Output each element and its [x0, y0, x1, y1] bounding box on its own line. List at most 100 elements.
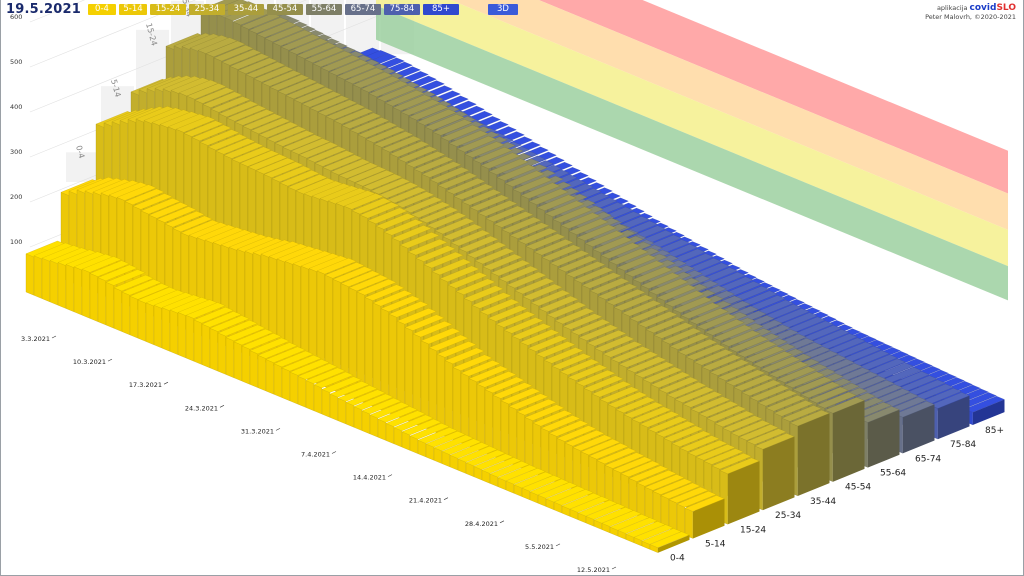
bar-top: [340, 270, 381, 287]
bar-top: [532, 410, 573, 427]
bar-top: [234, 109, 275, 126]
bar-top: [533, 239, 574, 256]
legend-item-5-14[interactable]: 5-14: [119, 4, 147, 15]
legend-item-45-54[interactable]: 45-54: [267, 4, 303, 15]
bar-top: [287, 174, 328, 191]
bar-top: [397, 146, 438, 163]
bar: [377, 418, 386, 441]
bar-top: [652, 478, 693, 495]
bar-top: [565, 261, 606, 278]
bar-top: [504, 170, 545, 187]
bar-top: [529, 478, 570, 496]
bar-top: [281, 354, 322, 372]
legend-item-55-64[interactable]: 55-64: [306, 4, 342, 15]
legend-item-25-34[interactable]: 25-34: [189, 4, 225, 15]
bar-top: [482, 253, 523, 271]
bar-top: [362, 173, 403, 191]
bar-top: [461, 189, 502, 206]
bar-top: [649, 531, 690, 548]
bar-top: [505, 468, 546, 485]
bar-top: [256, 21, 297, 38]
legend-item-0-4[interactable]: 0-4: [88, 4, 116, 15]
depth-label-5-14: 5-14: [705, 540, 726, 550]
bar-top: [677, 338, 718, 356]
bar-top: [530, 289, 571, 307]
bar: [217, 332, 226, 375]
bar: [73, 266, 82, 316]
bar-top: [548, 420, 589, 437]
bar-top: [442, 223, 483, 241]
bar-top: [562, 313, 603, 330]
bar-end-cap: [938, 395, 970, 440]
bar-top: [389, 140, 430, 158]
bar-top: [602, 341, 643, 358]
bar-top: [604, 452, 645, 469]
legend-item-35-44[interactable]: 35-44: [228, 4, 264, 15]
bar-top: [378, 182, 419, 199]
bar-top: [728, 335, 769, 353]
x-tick-label: 5.5.2021: [525, 543, 554, 551]
bar-top: [521, 475, 562, 492]
depth-label-65-74: 65-74: [915, 454, 941, 464]
bar-top: [487, 305, 528, 322]
bar-top: [620, 460, 661, 478]
bar-top: [730, 420, 771, 437]
bar-top: [719, 457, 760, 474]
bar-top: [610, 346, 651, 363]
bar-top: [509, 222, 550, 239]
bar-top: [329, 381, 370, 398]
x-tick-label: 3.3.2021: [21, 335, 50, 343]
bar-top: [434, 217, 475, 235]
bar-top: [314, 150, 355, 167]
bar-top: [164, 211, 205, 228]
x-tick-mark: [331, 451, 337, 454]
bar-top: [640, 272, 681, 289]
bar-top: [428, 334, 469, 352]
bar-top: [519, 329, 560, 346]
credits-author: Peter Malovrh, ©2020-2021: [925, 13, 1016, 21]
bar-top: [377, 406, 418, 423]
bar-top: [552, 206, 593, 223]
bar-top: [456, 135, 497, 153]
bar-top: [346, 166, 387, 183]
bar-top: [687, 439, 728, 457]
bar-top: [578, 324, 619, 341]
bar-top: [741, 379, 782, 397]
bar-top: [245, 61, 286, 79]
bar-top: [570, 318, 611, 336]
x-tick-mark: [443, 497, 449, 500]
legend-item-65-74[interactable]: 65-74: [345, 4, 381, 15]
bar-top: [421, 161, 462, 178]
bar-top: [436, 341, 477, 358]
legend-item-85plus[interactable]: 85+: [423, 4, 459, 15]
bar-top: [380, 295, 421, 312]
bar-top: [616, 254, 657, 271]
bar-top: [321, 376, 362, 393]
bar-top: [680, 302, 721, 319]
bar-top: [325, 103, 366, 121]
bar-top: [369, 402, 410, 419]
bar-end-cap: [763, 436, 795, 511]
bar-top: [631, 406, 672, 423]
bar-top: [671, 430, 712, 447]
bar-top: [217, 320, 258, 337]
bar-top: [498, 265, 539, 283]
bar-top: [644, 474, 685, 491]
3d-mode-button[interactable]: 3D: [488, 4, 518, 15]
legend-item-15-24[interactable]: 15-24: [150, 4, 186, 15]
bar-top: [209, 315, 250, 332]
bar-top: [696, 313, 737, 330]
bar-top: [242, 113, 283, 130]
bar-top: [681, 258, 722, 275]
bar-top: [348, 274, 389, 292]
bar-top: [186, 83, 227, 100]
bar-top: [194, 87, 235, 104]
bar-top: [392, 94, 433, 111]
legend-item-75-84[interactable]: 75-84: [384, 4, 420, 15]
bar-top: [508, 393, 549, 410]
bar: [81, 268, 90, 319]
bar-top: [768, 361, 809, 378]
bar-top: [383, 219, 424, 236]
bar-end-cap: [833, 400, 865, 482]
bar-top: [409, 423, 450, 440]
